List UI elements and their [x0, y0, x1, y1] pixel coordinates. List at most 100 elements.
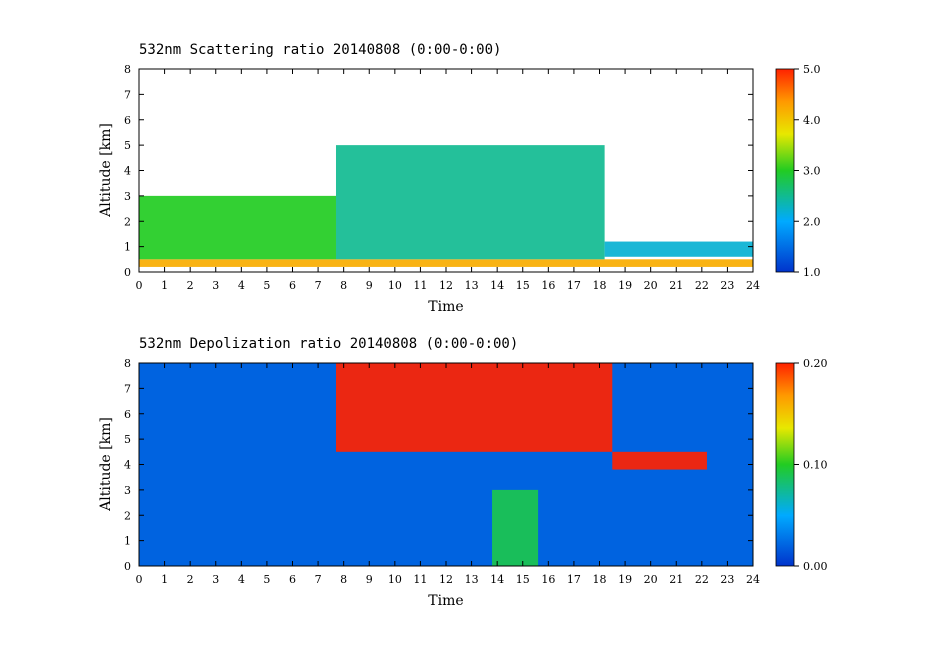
heatmap-feature [335, 363, 613, 452]
x-tick-label: 0 [136, 573, 143, 586]
y-tick-label: 3 [124, 190, 131, 203]
y-tick-label: 2 [124, 215, 131, 228]
x-tick-label: 1 [161, 279, 168, 292]
y-tick-label: 8 [124, 357, 131, 370]
x-axis-label: Time [428, 593, 463, 609]
colorbar-tick-label: 0.00 [803, 560, 828, 573]
colorbar-ticks: 0.00 0.10 0.20 [794, 357, 828, 573]
x-tick-label: 20 [644, 573, 658, 586]
x-tick-label: 18 [593, 573, 607, 586]
heatmap-feature [604, 241, 753, 257]
y-tick-label: 6 [124, 114, 131, 127]
x-tick-label: 15 [516, 573, 530, 586]
x-tick-label: 22 [695, 573, 709, 586]
colorbar-tick-label: 0.20 [803, 357, 828, 370]
colorbar [775, 68, 795, 273]
x-tick-label: 14 [490, 279, 504, 292]
y-tick-label: 8 [124, 63, 131, 76]
colorbar-tick-label: 1.0 [803, 266, 821, 279]
x-axis: 0 1 2 3 4 5 6 7 8 9 10 11 12 13 14 15 16 17 18 19 20 21 22 23 24 [136, 69, 760, 292]
x-tick-label: 8 [340, 573, 347, 586]
x-tick-label: 17 [567, 573, 581, 586]
x-tick-label: 5 [263, 573, 270, 586]
colorbar-tick-label: 4.0 [803, 114, 821, 127]
x-tick-label: 13 [465, 279, 479, 292]
x-tick-label: 8 [340, 279, 347, 292]
x-tick-label: 0 [136, 279, 143, 292]
y-tick-label: 1 [124, 535, 131, 548]
colorbar-tick-label: 3.0 [803, 165, 821, 178]
y-tick-label: 3 [124, 484, 131, 497]
x-tick-label: 7 [315, 279, 322, 292]
panel-scattering-ratio: 532nm Scattering ratio 20140808 (0:00-0:… [98, 42, 821, 315]
colorbar-ticks: 1.0 2.0 3.0 4.0 5.0 [794, 63, 821, 279]
y-tick-label: 2 [124, 509, 131, 522]
x-tick-label: 24 [746, 573, 760, 586]
x-tick-label: 6 [289, 573, 296, 586]
x-tick-label: 2 [187, 279, 194, 292]
x-tick-label: 21 [669, 279, 683, 292]
x-tick-label: 6 [289, 279, 296, 292]
y-tick-label: 5 [124, 139, 131, 152]
x-tick-label: 20 [644, 279, 658, 292]
y-tick-label: 0 [124, 266, 131, 279]
x-tick-label: 10 [388, 279, 402, 292]
colorbar [775, 362, 795, 567]
x-tick-label: 7 [315, 573, 322, 586]
y-tick-label: 1 [124, 241, 131, 254]
y-axis: 0 1 2 3 4 5 6 7 8 [124, 357, 753, 573]
x-tick-label: 12 [439, 573, 453, 586]
x-tick-label: 16 [541, 573, 555, 586]
heatmap-feature [612, 451, 707, 470]
x-tick-label: 23 [720, 279, 734, 292]
y-tick-label: 6 [124, 408, 131, 421]
x-tick-label: 9 [366, 573, 373, 586]
x-tick-label: 21 [669, 573, 683, 586]
x-tick-label: 5 [263, 279, 270, 292]
x-tick-label: 15 [516, 279, 530, 292]
y-tick-label: 7 [124, 88, 131, 101]
x-tick-label: 24 [746, 279, 760, 292]
heatmap-area [139, 145, 753, 267]
y-axis-label: Altitude [km] [98, 123, 114, 218]
x-axis-label: Time [428, 299, 463, 315]
x-tick-label: 22 [695, 279, 709, 292]
x-tick-label: 9 [366, 279, 373, 292]
x-tick-label: 17 [567, 279, 581, 292]
x-tick-label: 19 [618, 573, 632, 586]
x-tick-label: 10 [388, 573, 402, 586]
x-tick-label: 4 [238, 573, 245, 586]
x-tick-label: 3 [212, 279, 219, 292]
x-tick-label: 14 [490, 573, 504, 586]
heatmap-area [139, 363, 753, 566]
x-tick-label: 3 [212, 573, 219, 586]
panel-depolarization-ratio: 532nm Depolization ratio 20140808 (0:00-… [98, 336, 828, 609]
x-tick-label: 1 [161, 573, 168, 586]
x-axis: 0 1 2 3 4 5 6 7 8 9 10 11 12 13 14 15 16 17 18 19 20 21 22 23 24 [136, 363, 760, 586]
heatmap-feature [335, 145, 605, 260]
x-tick-label: 23 [720, 573, 734, 586]
heatmap-feature [139, 259, 753, 267]
colorbar-tick-label: 2.0 [803, 215, 821, 228]
y-tick-label: 0 [124, 560, 131, 573]
x-tick-label: 13 [465, 573, 479, 586]
colorbar-tick-label: 5.0 [803, 63, 821, 76]
y-tick-label: 5 [124, 433, 131, 446]
chart-title: 532nm Depolization ratio 20140808 (0:00-… [139, 336, 518, 352]
chart-title: 532nm Scattering ratio 20140808 (0:00-0:… [139, 42, 501, 58]
y-tick-label: 7 [124, 382, 131, 395]
y-axis-label: Altitude [km] [98, 417, 114, 512]
y-tick-label: 4 [124, 165, 131, 178]
x-tick-label: 4 [238, 279, 245, 292]
x-tick-label: 2 [187, 573, 194, 586]
colorbar-tick-label: 0.10 [803, 459, 828, 472]
x-tick-label: 19 [618, 279, 632, 292]
x-tick-label: 11 [413, 279, 427, 292]
y-axis: 0 1 2 3 4 5 6 7 8 [124, 63, 753, 279]
x-tick-label: 12 [439, 279, 453, 292]
heatmap-feature [139, 195, 336, 260]
x-tick-label: 16 [541, 279, 555, 292]
heatmap-feature [492, 489, 539, 566]
y-tick-label: 4 [124, 459, 131, 472]
